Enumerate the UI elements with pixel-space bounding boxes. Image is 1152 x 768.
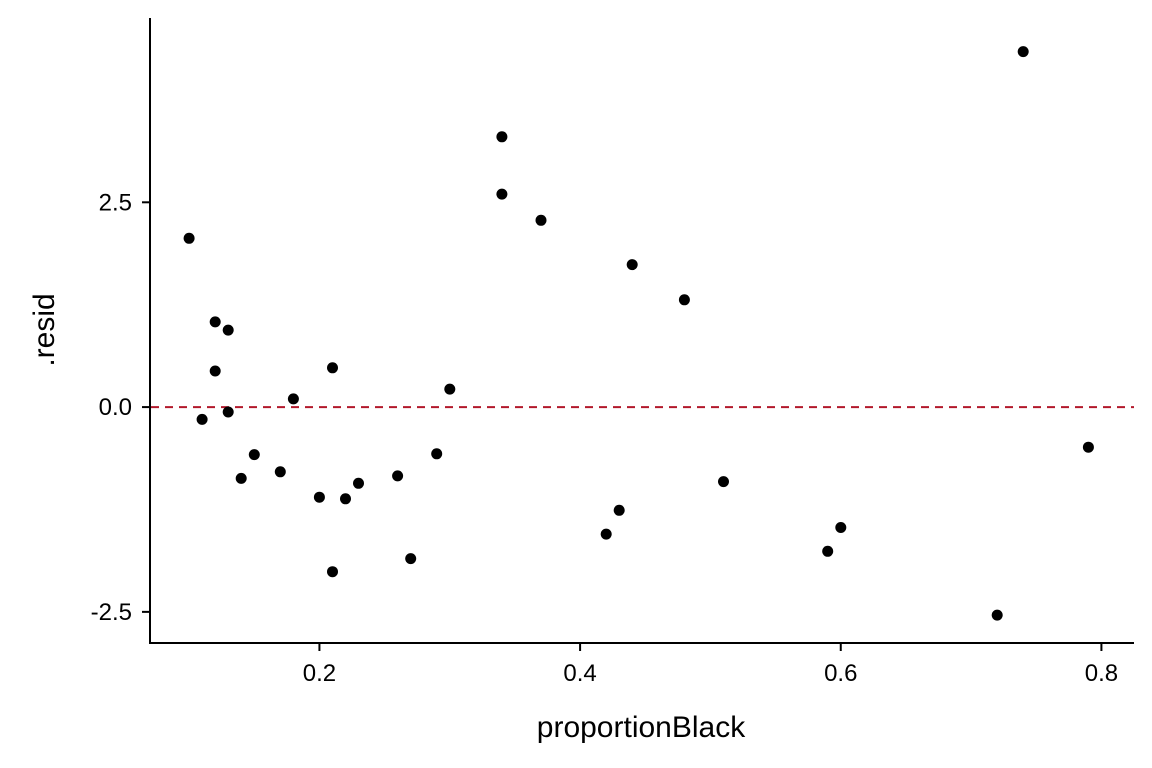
- data-point: [496, 188, 508, 200]
- x-tick-label: 0.4: [563, 660, 596, 687]
- data-point: [991, 609, 1003, 621]
- data-point: [209, 365, 221, 377]
- data-point: [1017, 46, 1029, 58]
- data-point: [822, 545, 834, 557]
- data-point: [392, 470, 404, 482]
- data-point: [222, 406, 234, 418]
- y-tick-label: 0.0: [99, 394, 132, 421]
- data-point: [340, 493, 351, 505]
- data-point: [600, 528, 612, 540]
- x-tick-label: 0.8: [1085, 660, 1118, 687]
- axes-layer: [149, 18, 1134, 644]
- data-point: [313, 491, 325, 503]
- data-point: [613, 504, 625, 516]
- y-tick-label: 2.5: [99, 189, 132, 216]
- data-point: [353, 477, 364, 489]
- data-point: [209, 316, 221, 328]
- data-point: [1082, 441, 1094, 453]
- data-point: [222, 324, 234, 336]
- data-point: [327, 362, 338, 374]
- data-point: [196, 413, 208, 425]
- data-point: [626, 259, 638, 271]
- data-point: [496, 131, 508, 143]
- data-point: [444, 383, 456, 395]
- data-point: [678, 294, 690, 306]
- x-axis-title: proportionBlack: [537, 711, 746, 744]
- data-point: [183, 232, 195, 244]
- x-ticks: 0.2 0.4 0.6 0.8: [303, 643, 1118, 687]
- points-layer: [183, 46, 1094, 621]
- x-tick-label: 0.6: [824, 660, 857, 687]
- data-point: [535, 214, 547, 226]
- y-ticks: -2.5 0.0 2.5: [91, 189, 150, 626]
- data-point: [405, 553, 417, 565]
- data-point: [327, 566, 338, 578]
- data-point: [835, 522, 847, 533]
- x-tick-label: 0.2: [303, 660, 336, 687]
- y-axis-title: .resid: [28, 293, 61, 366]
- data-point: [235, 472, 247, 484]
- data-point: [431, 448, 443, 460]
- data-point: [248, 449, 260, 461]
- data-point: [274, 466, 286, 478]
- data-point: [287, 393, 299, 405]
- data-point: [718, 476, 729, 488]
- y-tick-label: -2.5: [91, 599, 132, 626]
